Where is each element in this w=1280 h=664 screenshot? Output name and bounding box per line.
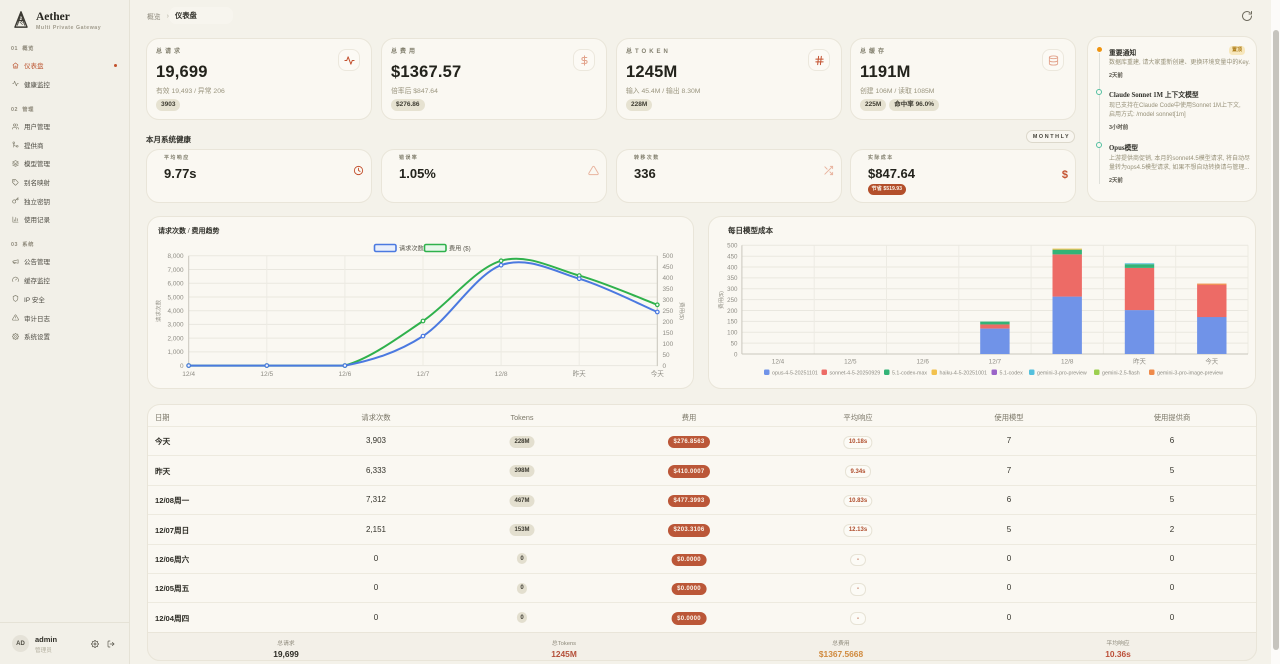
- svg-text:0: 0: [734, 351, 738, 358]
- svg-text:sonnet-4-5-20250929: sonnet-4-5-20250929: [830, 370, 881, 376]
- svg-text:8,000: 8,000: [168, 253, 184, 260]
- svg-text:12/6: 12/6: [916, 359, 929, 366]
- svg-text:4,000: 4,000: [168, 308, 184, 315]
- svg-text:0: 0: [180, 363, 184, 370]
- svg-text:150: 150: [727, 319, 738, 326]
- svg-text:6,000: 6,000: [168, 281, 184, 288]
- svg-text:1,000: 1,000: [168, 349, 184, 356]
- svg-text:费用($): 费用($): [678, 302, 686, 320]
- svg-text:0: 0: [663, 363, 667, 370]
- svg-text:12/7: 12/7: [989, 359, 1002, 366]
- svg-text:350: 350: [727, 275, 738, 282]
- svg-text:250: 250: [727, 297, 738, 304]
- svg-text:450: 450: [727, 254, 738, 261]
- svg-text:350: 350: [663, 286, 674, 293]
- svg-text:今天: 今天: [651, 369, 665, 378]
- svg-text:300: 300: [663, 297, 674, 304]
- svg-text:5,000: 5,000: [168, 294, 184, 301]
- svg-text:gemini-3-pro-image-preview: gemini-3-pro-image-preview: [1157, 370, 1223, 376]
- svg-text:12/7: 12/7: [417, 371, 430, 378]
- svg-text:300: 300: [727, 286, 738, 293]
- svg-text:50: 50: [663, 352, 671, 359]
- svg-text:gemini-3-pro-preview: gemini-3-pro-preview: [1037, 370, 1087, 376]
- svg-text:100: 100: [727, 330, 738, 337]
- svg-text:请求次数: 请求次数: [399, 245, 425, 253]
- svg-text:12/8: 12/8: [495, 371, 508, 378]
- svg-text:5.1-codex: 5.1-codex: [1000, 370, 1024, 376]
- svg-text:100: 100: [663, 341, 674, 348]
- svg-text:250: 250: [663, 308, 674, 315]
- svg-text:12/5: 12/5: [260, 371, 273, 378]
- svg-text:昨天: 昨天: [1133, 357, 1146, 366]
- svg-text:150: 150: [663, 330, 674, 337]
- svg-text:opus-4-5-20251101: opus-4-5-20251101: [772, 370, 818, 376]
- svg-text:12/6: 12/6: [338, 371, 351, 378]
- svg-text:50: 50: [731, 340, 738, 347]
- svg-text:5.1-codex-max: 5.1-codex-max: [892, 370, 927, 376]
- svg-text:费用 ($): 费用 ($): [449, 245, 471, 253]
- svg-text:200: 200: [727, 308, 738, 315]
- svg-text:450: 450: [663, 264, 674, 271]
- svg-text:400: 400: [727, 264, 738, 271]
- svg-text:400: 400: [663, 275, 674, 282]
- svg-text:今天: 今天: [1205, 357, 1218, 366]
- svg-text:12/4: 12/4: [772, 359, 785, 366]
- svg-text:gemini-2.5-flash: gemini-2.5-flash: [1102, 370, 1140, 376]
- svg-text:200: 200: [663, 319, 674, 326]
- svg-text:12/5: 12/5: [844, 359, 857, 366]
- svg-text:500: 500: [727, 243, 738, 250]
- svg-text:12/4: 12/4: [182, 371, 195, 378]
- svg-text:500: 500: [663, 253, 674, 260]
- svg-text:12/8: 12/8: [1061, 359, 1074, 366]
- svg-text:2,000: 2,000: [168, 335, 184, 342]
- svg-text:haiku-4-5-20251001: haiku-4-5-20251001: [940, 370, 987, 376]
- svg-text:请求次数: 请求次数: [155, 299, 163, 322]
- svg-text:7,000: 7,000: [168, 267, 184, 274]
- svg-text:费用($): 费用($): [717, 291, 725, 309]
- svg-text:昨天: 昨天: [573, 369, 587, 378]
- svg-text:3,000: 3,000: [168, 322, 184, 329]
